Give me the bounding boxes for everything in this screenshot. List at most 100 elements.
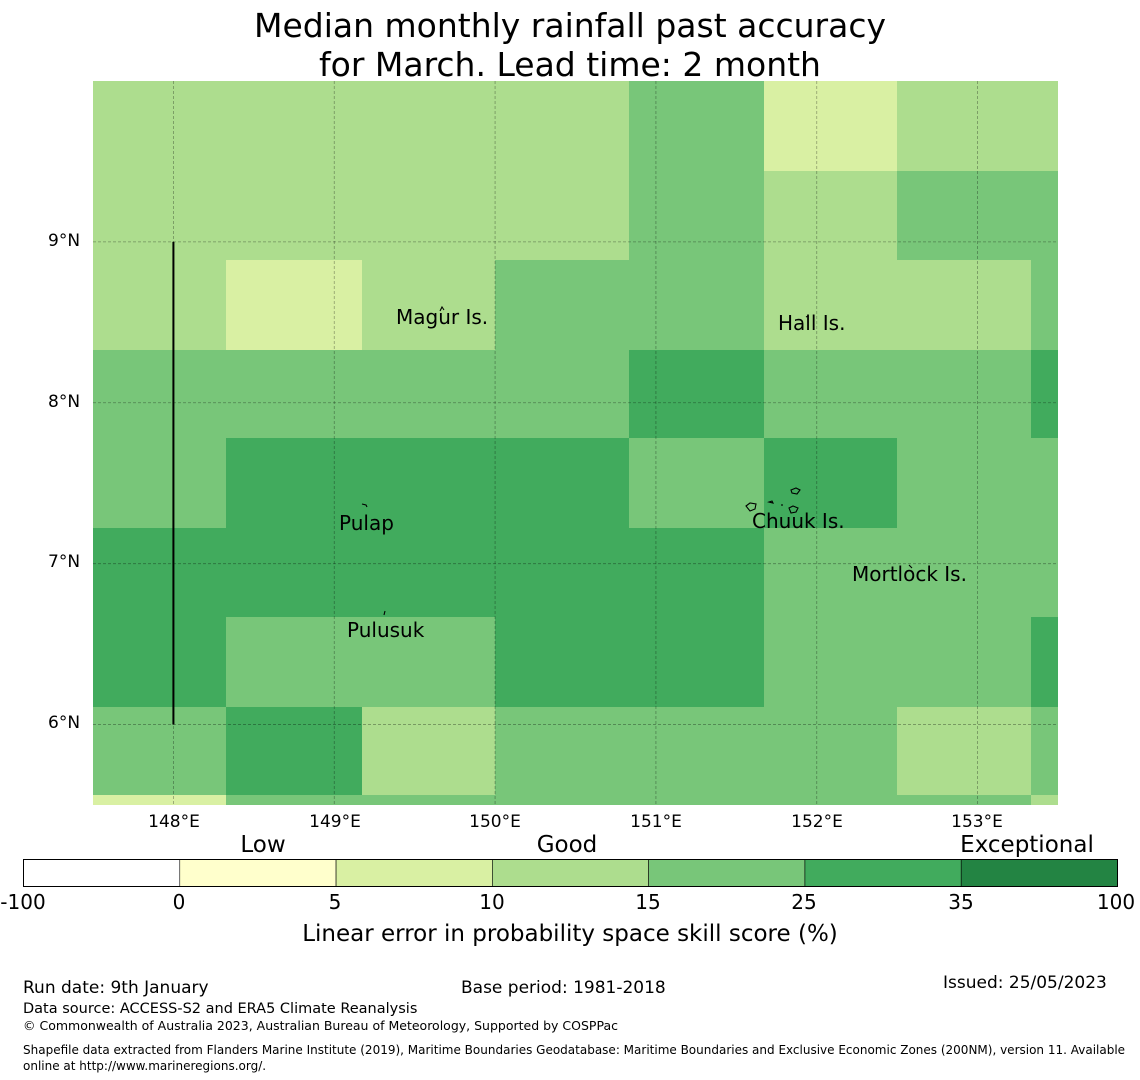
colorbar-tick: 5	[328, 890, 342, 914]
skill-cell	[629, 350, 764, 438]
skill-cell	[226, 617, 362, 707]
issued-date: Issued: 25/05/2023	[943, 973, 1107, 993]
colorbar-tick: 10	[479, 890, 505, 914]
skill-map	[93, 81, 1058, 805]
skill-cell	[629, 707, 764, 795]
colorbar-frame	[23, 859, 1118, 887]
skill-cell	[495, 171, 629, 260]
colorbar-segment	[335, 859, 493, 887]
x-tick-label: 150°E	[469, 812, 521, 832]
skill-cell	[629, 795, 764, 805]
skill-cell	[629, 438, 764, 528]
skill-cell	[362, 707, 495, 795]
skill-cell	[93, 81, 226, 171]
place-label-chuuk: Chuuk Is.	[752, 509, 845, 533]
y-tick-label: 6°N	[48, 713, 81, 733]
skill-cell	[764, 795, 897, 805]
skill-cell	[764, 528, 897, 617]
skill-cell	[629, 260, 764, 350]
skill-cell	[629, 528, 764, 617]
x-tick-label: 153°E	[951, 812, 1003, 832]
legend-category-exceptional: Exceptional	[960, 832, 1094, 858]
map-title-line-1: Median monthly rainfall past accuracy	[253, 6, 887, 45]
skill-cell	[226, 350, 362, 438]
hall-island-outline	[805, 315, 809, 318]
skill-cell	[1031, 260, 1058, 350]
colorbar-segment	[960, 859, 1118, 887]
legend-category-low: Low	[240, 832, 286, 858]
skill-cell	[93, 795, 226, 805]
run-date: Run date: 9th January	[23, 978, 209, 998]
skill-cell	[897, 350, 1031, 438]
skill-cell	[93, 350, 226, 438]
skill-cell	[93, 528, 226, 617]
skill-cell	[362, 617, 495, 707]
skill-cell	[226, 528, 362, 617]
skill-cell	[897, 795, 1031, 805]
skill-cell	[495, 438, 629, 528]
skill-cell	[495, 260, 629, 350]
skill-cell	[897, 438, 1031, 528]
skill-cell	[93, 171, 226, 260]
skill-cell	[897, 617, 1031, 707]
y-tick-label: 8°N	[48, 392, 81, 412]
skill-cell	[226, 438, 362, 528]
colorbar-tick: -100	[0, 890, 46, 914]
skill-cell	[362, 795, 495, 805]
colorbar-segment	[804, 859, 962, 887]
skill-cell	[629, 617, 764, 707]
skill-cell	[1031, 528, 1058, 617]
place-label-pulusuk: Pulusuk	[347, 618, 425, 642]
skill-cell	[226, 81, 362, 171]
chuuk-island-outline-1	[745, 502, 757, 512]
skill-cell	[897, 81, 1031, 171]
place-label-pulap: Pulap	[339, 511, 394, 535]
skill-cell	[226, 260, 362, 350]
colorbar-segment	[179, 859, 337, 887]
legend-category-good: Good	[536, 832, 598, 858]
pulap-island-outline	[361, 503, 368, 508]
colorbar-label: Linear error in probability space skill …	[302, 921, 838, 947]
chuuk-island-outline-5	[788, 505, 799, 514]
skill-cell	[362, 81, 495, 171]
x-tick-label: 149°E	[309, 812, 361, 832]
skill-cell	[897, 707, 1031, 795]
skill-cell	[93, 438, 226, 528]
skill-cell	[362, 171, 495, 260]
skill-cell	[764, 81, 897, 171]
skill-cell	[764, 617, 897, 707]
skill-cell	[226, 707, 362, 795]
skill-cell	[897, 528, 1031, 617]
skill-cell	[764, 260, 897, 350]
place-label-mortlock: Mortlock Is.	[852, 562, 967, 586]
place-label-magur: Magur Is.	[396, 305, 489, 329]
skill-cell	[1031, 171, 1058, 260]
data-source: Data source: ACCESS-S2 and ERA5 Climate …	[23, 1001, 418, 1017]
skill-cell	[93, 260, 226, 350]
skill-cell	[1031, 795, 1058, 805]
mortlock-island-outline	[908, 564, 913, 569]
colorbar-tick: 100	[1096, 890, 1136, 914]
skill-cell	[1031, 617, 1058, 707]
copyright: © Commonwealth of Australia 2023, Austra…	[23, 1018, 618, 1033]
pulusuk-island-outline	[383, 610, 386, 616]
x-tick-label: 152°E	[791, 812, 843, 832]
magur-island-outline	[439, 305, 445, 312]
x-tick-label: 148°E	[148, 812, 200, 832]
skill-cell	[226, 171, 362, 260]
colorbar-segment	[648, 859, 806, 887]
y-tick-label: 9°N	[48, 231, 81, 251]
skill-cell	[764, 171, 897, 260]
skill-cell	[93, 707, 226, 795]
chuuk-island-outline-4	[790, 487, 801, 495]
colorbar-segment	[23, 859, 181, 887]
skill-cell	[362, 260, 495, 350]
chuuk-island-outline-2	[767, 500, 775, 504]
place-label-hall: Hall Is.	[778, 311, 846, 335]
skill-cell	[1031, 350, 1058, 438]
skill-cell	[629, 81, 764, 171]
skill-cell	[764, 438, 897, 528]
skill-cell	[362, 350, 495, 438]
skill-cell	[226, 795, 362, 805]
skill-cell	[764, 350, 897, 438]
